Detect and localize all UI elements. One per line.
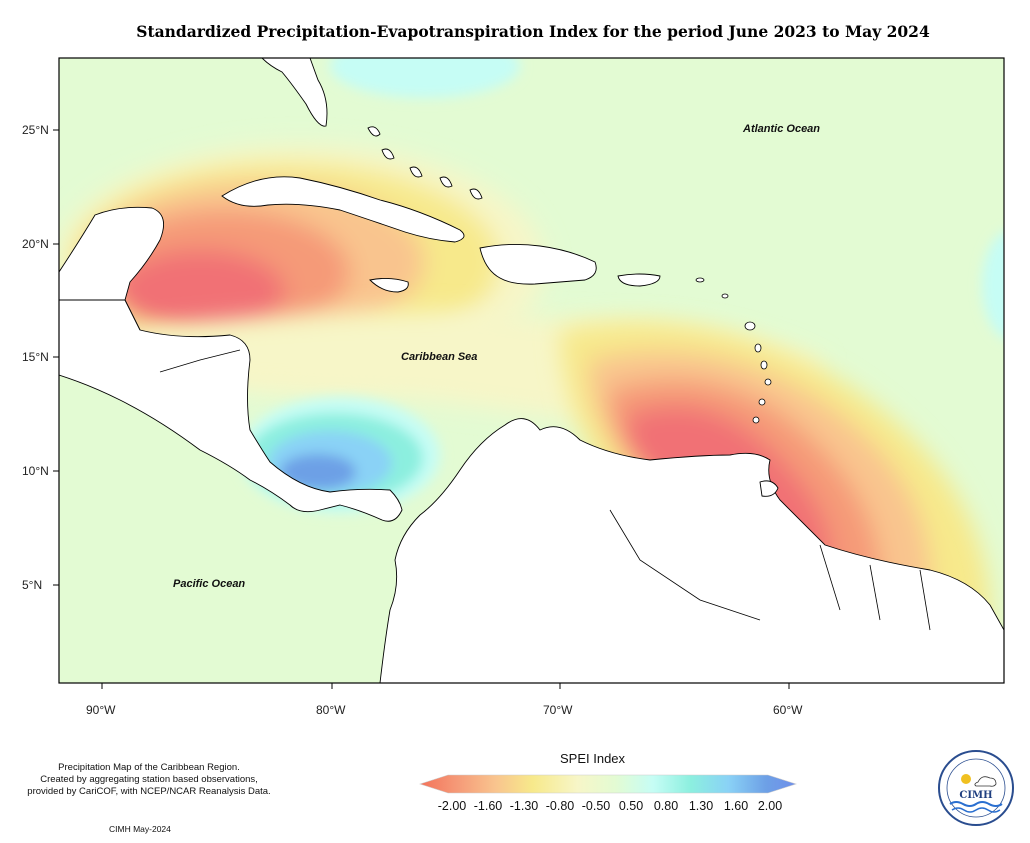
lat-label-20n: 20°N [22,237,49,251]
caribbean-sea-label: Caribbean Sea [401,351,478,363]
cimh-logo: CIMH [938,750,1014,826]
legend-tick: 0.80 [653,799,679,813]
lat-label-25n: 25°N [22,123,49,137]
land-masses [59,58,1004,683]
lat-label-5n: 5°N [22,578,43,592]
map-footer: CIMH May-2024 [109,824,171,834]
lat-label-15n: 15°N [22,350,49,364]
lat-label-10n: 10°N [22,464,49,478]
credit-line: Precipitation Map of the Caribbean Regio… [58,762,240,773]
legend-tick: -2.00 [437,799,467,813]
legend-tick: 0.50 [618,799,644,813]
credit-line: Created by aggregating station based obs… [40,774,258,785]
legend-tick: 1.30 [688,799,714,813]
axis-ticks [53,129,790,689]
map-credit: Precipitation Map of the Caribbean Regio… [8,762,290,798]
legend-tick: -0.50 [581,799,611,813]
legend-tick: -1.30 [509,799,539,813]
lon-label-60w: 60°W [773,703,803,717]
legend-tick: 2.00 [757,799,783,813]
credit-line: provided by CariCOF, with NCEP/NCAR Rean… [27,786,271,797]
logo-text: CIMH [959,790,992,801]
legend-tick: -0.80 [545,799,575,813]
atlantic-ocean-label: Atlantic Ocean [743,123,821,135]
lon-label-70w: 70°W [543,703,573,717]
legend-tick: -1.60 [473,799,503,813]
sun-icon [961,774,971,784]
cloud-icon [974,776,997,787]
legend-colorbar [419,774,797,794]
map-title: Standardized Precipitation-Evapotranspir… [136,22,930,41]
pacific-ocean-label: Pacific Ocean [173,578,246,590]
legend-tick: 1.60 [723,799,749,813]
spei-field [59,58,1004,683]
wave-icon [949,801,1003,807]
lon-label-80w: 80°W [316,703,346,717]
legend-title: SPEI Index [560,751,626,766]
lon-label-90w: 90°W [86,703,116,717]
